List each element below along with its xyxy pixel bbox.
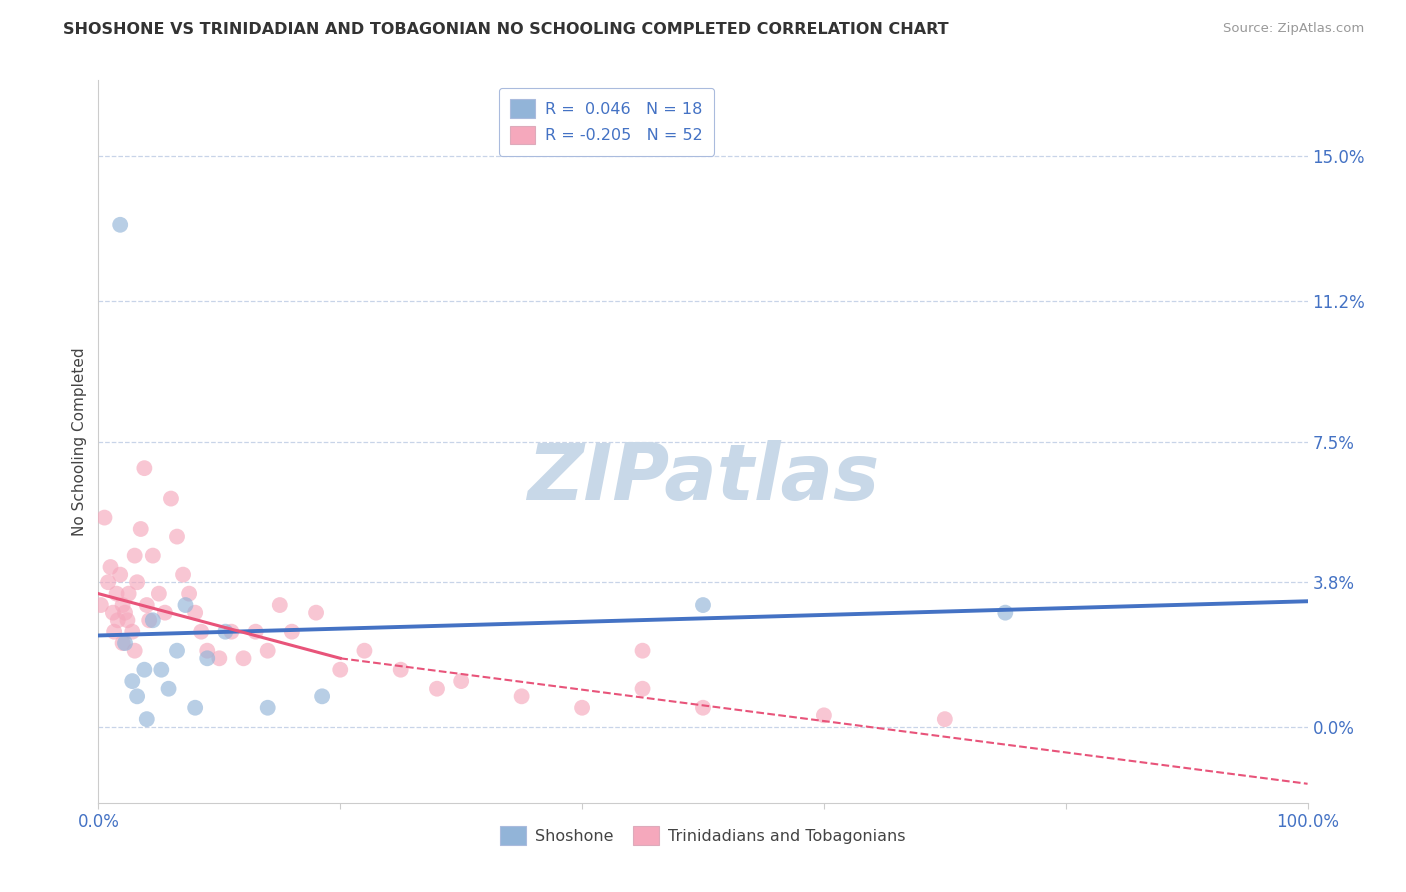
Point — [127, 575, 149, 590]
Point — [426, 681, 449, 696]
Point — [121, 624, 143, 639]
Point — [353, 643, 375, 657]
Point — [174, 598, 197, 612]
Point — [166, 530, 188, 544]
Point — [134, 461, 156, 475]
Point — [97, 575, 120, 590]
Point — [118, 587, 141, 601]
Point — [208, 651, 231, 665]
Text: ZIPatlas: ZIPatlas — [527, 440, 879, 516]
Text: Source: ZipAtlas.com: Source: ZipAtlas.com — [1223, 22, 1364, 36]
Point — [221, 624, 243, 639]
Point — [184, 700, 207, 714]
Legend: Shoshone, Trinidadians and Tobagonians: Shoshone, Trinidadians and Tobagonians — [492, 818, 914, 853]
Point — [124, 549, 146, 563]
Point — [631, 643, 654, 657]
Point — [142, 613, 165, 627]
Point — [934, 712, 956, 726]
Point — [450, 674, 472, 689]
Point — [108, 567, 131, 582]
Y-axis label: No Schooling Completed: No Schooling Completed — [72, 347, 87, 536]
Text: SHOSHONE VS TRINIDADIAN AND TOBAGONIAN NO SCHOOLING COMPLETED CORRELATION CHART: SHOSHONE VS TRINIDADIAN AND TOBAGONIAN N… — [63, 22, 949, 37]
Point — [114, 636, 136, 650]
Point — [166, 643, 188, 657]
Point — [692, 598, 714, 612]
Point — [214, 624, 236, 639]
Point — [117, 613, 139, 627]
Point — [148, 587, 170, 601]
Point — [245, 624, 267, 639]
Point — [142, 549, 165, 563]
Point — [281, 624, 304, 639]
Point — [256, 643, 278, 657]
Point — [256, 700, 278, 714]
Point — [389, 663, 412, 677]
Point — [232, 651, 254, 665]
Point — [127, 690, 149, 704]
Point — [153, 606, 176, 620]
Point — [101, 606, 124, 620]
Point — [305, 606, 328, 620]
Point — [329, 663, 352, 677]
Point — [121, 674, 143, 689]
Point — [150, 663, 173, 677]
Point — [100, 560, 122, 574]
Point — [157, 681, 180, 696]
Point — [195, 643, 218, 657]
Point — [93, 510, 115, 524]
Point — [631, 681, 654, 696]
Point — [160, 491, 183, 506]
Point — [138, 613, 160, 627]
Point — [571, 700, 593, 714]
Point — [179, 587, 201, 601]
Point — [90, 598, 112, 612]
Point — [103, 624, 125, 639]
Point — [692, 700, 714, 714]
Point — [135, 598, 157, 612]
Point — [105, 587, 128, 601]
Point — [124, 643, 146, 657]
Point — [269, 598, 291, 612]
Point — [510, 690, 533, 704]
Point — [114, 606, 136, 620]
Point — [813, 708, 835, 723]
Point — [190, 624, 212, 639]
Point — [994, 606, 1017, 620]
Point — [195, 651, 218, 665]
Point — [111, 636, 134, 650]
Point — [129, 522, 152, 536]
Point — [111, 598, 134, 612]
Point — [184, 606, 207, 620]
Point — [107, 613, 129, 627]
Point — [311, 690, 333, 704]
Point — [135, 712, 157, 726]
Point — [134, 663, 156, 677]
Point — [108, 218, 131, 232]
Point — [172, 567, 194, 582]
